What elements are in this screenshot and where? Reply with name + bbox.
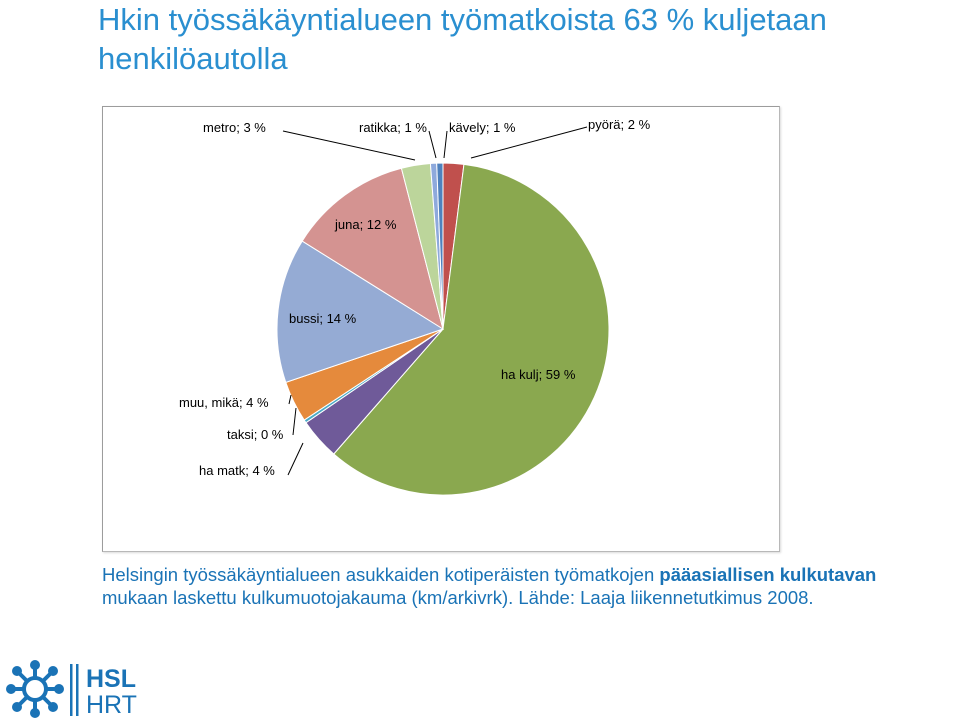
slice-label: juna; 12 %: [334, 217, 397, 232]
leader-line: [444, 131, 447, 158]
leader-line: [283, 131, 415, 160]
slice-label: muu, mikä; 4 %: [179, 395, 269, 410]
caption-text-2: mukaan laskettu kulkumuotojakauma (km/ar…: [102, 587, 814, 608]
hsl-logo: HSL HRT: [6, 660, 156, 723]
slice-label: pyörä; 2 %: [588, 117, 651, 132]
caption-bold-text: pääasiallisen kulkutavan: [659, 564, 876, 585]
slice-label: kävely; 1 %: [449, 120, 516, 135]
pie-chart: pyörä; 2 % ha kulj; 59 % ha matk; 4 % taksi…: [102, 106, 780, 552]
slice-label: bussi; 14 %: [289, 311, 357, 326]
pie-chart-svg: pyörä; 2 % ha kulj; 59 % ha matk; 4 % taksi…: [103, 107, 781, 553]
slice-label: ratikka; 1 %: [359, 120, 427, 135]
hsl-network-icon: [8, 662, 62, 716]
caption-text-1: Helsingin työssäkäyntialueen asukkaiden …: [102, 564, 659, 585]
logo-text-hrt: HRT: [86, 691, 137, 718]
slice-label: ha kulj; 59 %: [501, 367, 576, 382]
page-title: Hkin työssäkäyntialueen työmatkoista 63 …: [98, 0, 958, 78]
leader-line: [288, 443, 303, 475]
slice-label: ha matk; 4 %: [199, 463, 275, 478]
slice-label: taksi; 0 %: [227, 427, 284, 442]
leader-line: [429, 131, 436, 158]
logo-divider: [70, 664, 73, 716]
slice-label: metro; 3 %: [203, 120, 266, 135]
leader-line: [289, 395, 291, 404]
leader-line: [293, 408, 296, 435]
logo-divider-2: [76, 664, 79, 716]
chart-caption: Helsingin työssäkäyntialueen asukkaiden …: [102, 563, 932, 609]
logo-text-hsl: HSL: [86, 665, 136, 693]
